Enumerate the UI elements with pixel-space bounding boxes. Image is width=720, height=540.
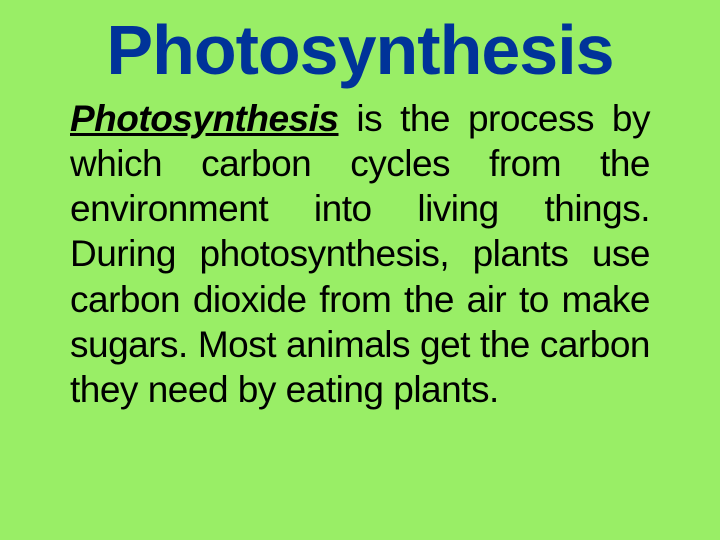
slide-container: Photosynthesis Photosynthesis is the pro… [0,0,720,540]
body-remainder: is the process by which carbon cycles fr… [70,98,650,410]
slide-body-text: Photosynthesis is the process by which c… [60,96,660,412]
key-term: Photosynthesis [70,98,339,139]
slide-title: Photosynthesis [60,10,660,90]
